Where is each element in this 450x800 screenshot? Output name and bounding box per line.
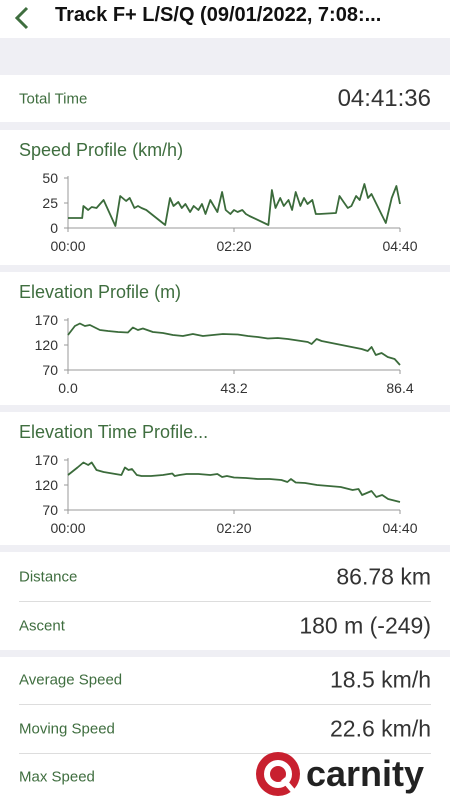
chart-card: Speed Profile (km/h) 50 25 0 00:00 02:20 04:40 bbox=[0, 130, 450, 265]
x-tick-label: 00:00 bbox=[50, 238, 85, 254]
x-tick-label: 43.2 bbox=[220, 380, 247, 396]
data-line bbox=[67, 461, 401, 503]
chart-card: Elevation Profile (m) 170 120 70 0.0 43.2 86.4 bbox=[0, 272, 450, 405]
stats-card: Average Speed 18.5 km/h Moving Speed 22.… bbox=[0, 657, 450, 800]
x-tick-label: 04:40 bbox=[382, 520, 417, 536]
nav-bar: Track F+ L/S/Q (09/01/2022, 7:08:... bbox=[0, 0, 450, 38]
row-label: Total Time bbox=[19, 90, 88, 108]
x-tick-label: 00:00 bbox=[50, 520, 85, 536]
separator bbox=[19, 601, 431, 602]
row-label: Moving Speed bbox=[19, 720, 115, 738]
chart: Elevation Time Profile... 170 120 70 00:00 02… bbox=[19, 422, 418, 536]
row-label: Max Speed bbox=[19, 768, 95, 786]
chart-title: Elevation Time Profile... bbox=[19, 422, 208, 442]
x-tick-label: 02:20 bbox=[216, 520, 251, 536]
y-tick-label: 120 bbox=[35, 477, 59, 493]
row-label: Average Speed bbox=[19, 671, 123, 689]
watermark-text: carnity bbox=[306, 753, 424, 794]
row-value: 22.6 km/h bbox=[330, 715, 431, 742]
watermark-logo: carnity bbox=[256, 752, 424, 796]
x-tick-label: 04:40 bbox=[382, 238, 417, 254]
row-label: Distance bbox=[19, 568, 78, 586]
x-tick-label: 02:20 bbox=[216, 238, 251, 254]
x-tick-label: 0.0 bbox=[58, 380, 78, 396]
row-value: 86.78 km bbox=[336, 563, 431, 590]
total-time-row: Total Time 04:41:36 bbox=[0, 75, 450, 122]
back-button[interactable] bbox=[8, 4, 36, 32]
y-tick-label: 25 bbox=[42, 195, 58, 211]
y-tick-label: 50 bbox=[42, 170, 58, 186]
y-tick-label: 70 bbox=[42, 362, 58, 378]
y-tick-label: 70 bbox=[42, 502, 58, 518]
separator bbox=[19, 753, 431, 754]
data-line bbox=[68, 183, 401, 227]
chart-title: Speed Profile (km/h) bbox=[19, 140, 183, 160]
nav-title: Track F+ L/S/Q (09/01/2022, 7:08:... bbox=[55, 4, 382, 26]
chart: Speed Profile (km/h) 50 25 0 00:00 02:20 04:40 bbox=[19, 140, 418, 254]
y-tick-label: 120 bbox=[35, 337, 59, 353]
y-tick-label: 0 bbox=[50, 220, 58, 236]
row-label: Ascent bbox=[19, 617, 65, 635]
y-tick-label: 170 bbox=[35, 452, 59, 468]
chart-card: Elevation Time Profile... 170 120 70 00:00 02… bbox=[0, 412, 450, 545]
row-value: 18.5 km/h bbox=[330, 666, 431, 693]
separator bbox=[19, 704, 431, 705]
chart: Elevation Profile (m) 170 120 700.0 43.2 86.4 bbox=[19, 282, 414, 396]
x-tick-label: 86.4 bbox=[386, 380, 413, 396]
data-line bbox=[67, 322, 401, 366]
stats-card: Distance 86.78 km Ascent 180 m (-249) bbox=[0, 552, 450, 650]
chart-title: Elevation Profile (m) bbox=[19, 282, 181, 302]
y-tick-label: 170 bbox=[35, 312, 59, 328]
row-value: 180 m (-249) bbox=[299, 612, 431, 639]
row-value: 04:41:36 bbox=[337, 85, 431, 112]
